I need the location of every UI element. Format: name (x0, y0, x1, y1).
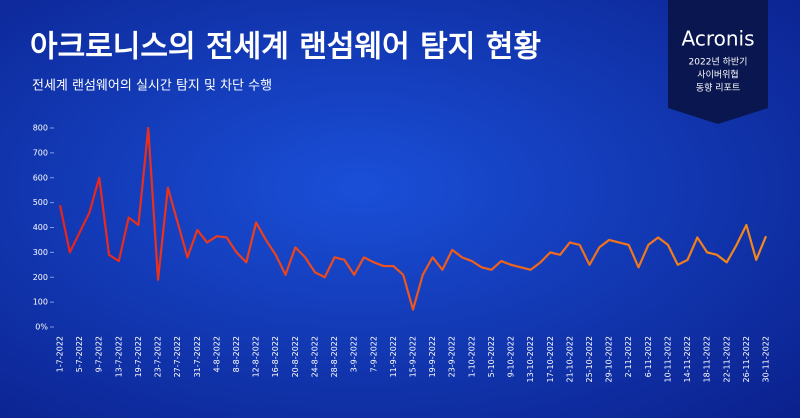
badge (668, 0, 768, 124)
x-tick-label: 21-10-2022 (565, 336, 574, 383)
x-tick-label: 25-10-2022 (585, 336, 594, 383)
x-tick-label: 6-11-2022 (644, 336, 653, 377)
x-tick-label: 29-10-2022 (605, 336, 614, 383)
y-tick-label: 100 (33, 298, 48, 307)
y-tick-label: 700 (33, 148, 48, 157)
x-tick-label: 2-11-2022 (624, 336, 633, 377)
chart-title: 아크로니스의 전세계 랜섬웨어 탐지 현황 (30, 30, 541, 65)
y-tick-label: 600 (33, 173, 48, 182)
chart-subtitle: 전세계 랜섬웨어의 실시간 탐지 및 차단 수행 (32, 78, 272, 94)
x-tick-label: 17-10-2022 (546, 336, 555, 383)
x-tick-label: 20-8-2022 (291, 336, 300, 377)
x-tick-label: 14-11-2022 (683, 336, 692, 383)
x-tick-label: 23-7-2022 (154, 336, 163, 377)
x-tick-label: 30-11-2022 (762, 336, 771, 383)
x-tick-label: 4-8-2022 (212, 336, 221, 372)
badge-line: 사이버위협 (697, 69, 738, 81)
x-tick-label: 11-9-2022 (389, 336, 398, 377)
x-tick-label: 13-10-2022 (526, 336, 535, 383)
x-tick-label: 31-7-2022 (193, 336, 202, 377)
x-tick-label: 9-7-2022 (95, 336, 104, 372)
x-tick-label: 12-8-2022 (252, 336, 261, 377)
y-tick-label: 400 (33, 223, 48, 232)
x-tick-label: 19-7-2022 (134, 336, 143, 377)
x-tick-label: 1-7-2022 (56, 336, 65, 372)
x-tick-label: 22-11-2022 (722, 336, 731, 383)
badge-line: 2022년 하반기 (689, 57, 748, 68)
x-tick-label: 3-9-2022 (350, 336, 359, 372)
x-tick-label: 23-9-2022 (448, 336, 457, 377)
x-tick-label: 9-10-2022 (507, 336, 516, 377)
y-tick-label: 200 (33, 273, 48, 282)
x-tick-label: 10-11-2022 (663, 336, 672, 383)
x-tick-label: 8-8-2022 (232, 336, 241, 372)
y-tick-label: 300 (33, 248, 48, 257)
badge-brand: Acronis (682, 27, 755, 51)
y-tick-label: 800 (33, 124, 48, 133)
x-tick-label: 16-8-2022 (271, 336, 280, 377)
y-tick-label: 0% (35, 323, 48, 332)
y-tick-label: 500 (33, 198, 48, 207)
x-tick-label: 5-7-2022 (75, 336, 84, 372)
x-tick-label: 19-9-2022 (428, 336, 437, 377)
x-tick-label: 26-11-2022 (742, 336, 751, 383)
x-tick-label: 1-10-2022 (467, 336, 476, 377)
x-tick-label: 27-7-2022 (173, 336, 182, 377)
x-tick-label: 5-10-2022 (487, 336, 496, 377)
x-tick-label: 7-9-2022 (369, 336, 378, 372)
x-tick-label: 24-8-2022 (310, 336, 319, 377)
data-line (58, 126, 768, 311)
x-tick-label: 18-11-2022 (703, 336, 712, 383)
x-tick-label: 28-8-2022 (330, 336, 339, 377)
badge-line: 동향 리포트 (696, 82, 740, 94)
x-tick-label: 13-7-2022 (114, 336, 123, 377)
x-tick-label: 15-9-2022 (409, 336, 418, 377)
